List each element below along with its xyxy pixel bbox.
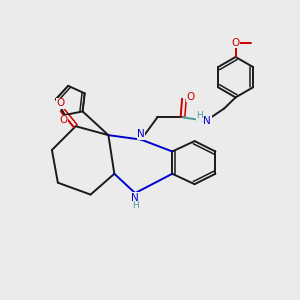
Text: O: O bbox=[59, 116, 68, 125]
Text: N: N bbox=[137, 129, 145, 139]
Text: H: H bbox=[132, 201, 139, 210]
Text: N: N bbox=[203, 116, 211, 126]
Text: O: O bbox=[232, 38, 240, 48]
Text: O: O bbox=[187, 92, 195, 101]
Text: N: N bbox=[131, 193, 139, 202]
Text: O: O bbox=[57, 98, 65, 108]
Text: H: H bbox=[196, 111, 203, 120]
